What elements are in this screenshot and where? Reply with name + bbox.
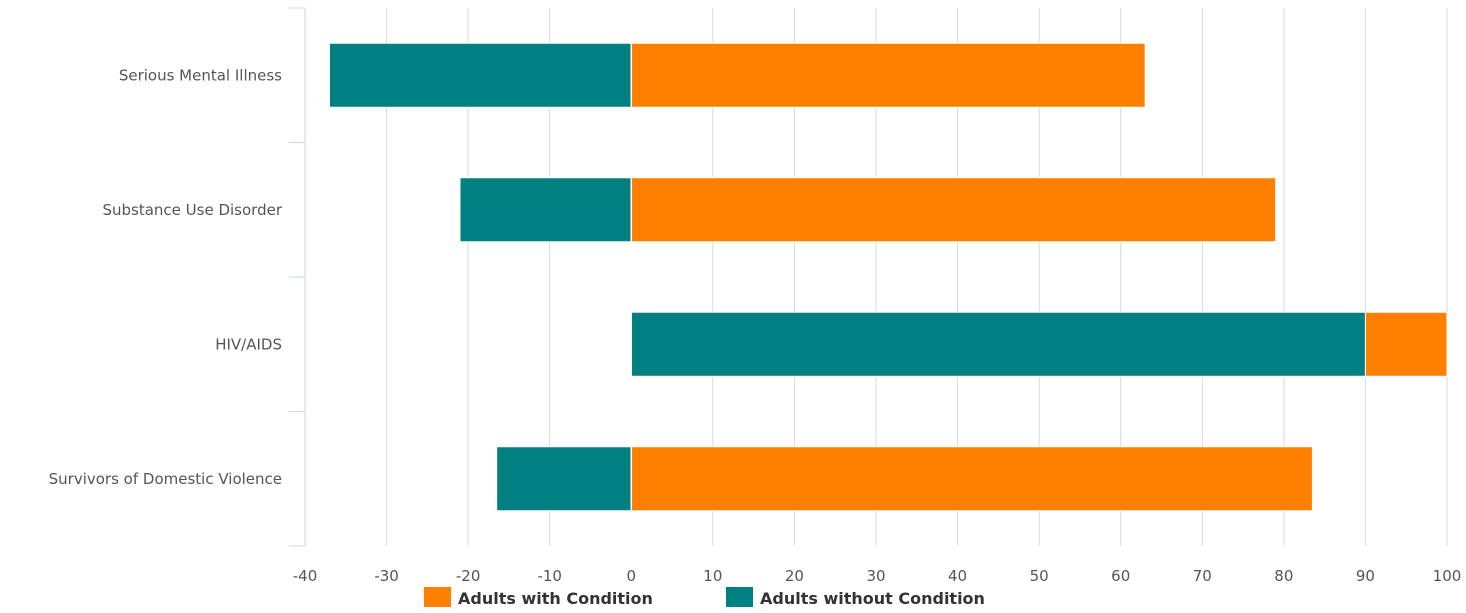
legend: Adults with Condition Adults without Cond… bbox=[424, 587, 985, 608]
legend-item[interactable]: Adults without Condition bbox=[726, 587, 985, 608]
x-tick-label: -10 bbox=[537, 567, 562, 585]
x-tick-label: 80 bbox=[1274, 567, 1293, 585]
category-label: HIV/AIDS bbox=[215, 335, 282, 353]
category-label: Substance Use Disorder bbox=[102, 201, 282, 219]
category-label: Serious Mental Illness bbox=[119, 66, 282, 84]
bar-adults-with-condition-1 bbox=[630, 177, 1277, 243]
bar-adults-without-condition-1 bbox=[459, 177, 632, 243]
legend-item[interactable]: Adults with Condition bbox=[424, 587, 653, 608]
x-tick-label: 10 bbox=[703, 567, 722, 585]
legend-label: Adults with Condition bbox=[458, 589, 653, 608]
x-axis-tick-labels: -40 -30 -20 -10 0 10 20 30 40 50 60 70 80 90 100 bbox=[293, 567, 1462, 585]
x-tick-label: -30 bbox=[374, 567, 399, 585]
x-tick-label: -40 bbox=[293, 567, 318, 585]
y-axis-category-labels: Serious Mental Illness Substance Use Diso… bbox=[49, 66, 283, 488]
x-tick-label: -20 bbox=[456, 567, 481, 585]
x-tick-label: 50 bbox=[1030, 567, 1049, 585]
x-tick-label: 70 bbox=[1193, 567, 1212, 585]
legend-label: Adults without Condition bbox=[760, 589, 985, 608]
legend-swatch bbox=[726, 587, 753, 607]
bar-adults-without-condition-2 bbox=[630, 311, 1366, 377]
x-tick-label: 30 bbox=[866, 567, 885, 585]
x-tick-label: 100 bbox=[1433, 567, 1462, 585]
bar-adults-with-condition-3 bbox=[630, 446, 1313, 512]
bar-adults-with-condition-2 bbox=[1364, 311, 1448, 377]
bar-adults-with-condition-0 bbox=[630, 42, 1146, 108]
bars bbox=[328, 42, 1448, 512]
y-axis bbox=[289, 7, 306, 547]
bar-adults-without-condition-0 bbox=[328, 42, 632, 108]
bar-adults-without-condition-3 bbox=[496, 446, 632, 512]
legend-swatch bbox=[424, 587, 451, 607]
x-tick-label: 20 bbox=[785, 567, 804, 585]
category-label: Survivors of Domestic Violence bbox=[49, 470, 282, 488]
x-tick-label: 90 bbox=[1356, 567, 1375, 585]
x-tick-label: 0 bbox=[627, 567, 637, 585]
x-tick-label: 60 bbox=[1111, 567, 1130, 585]
x-tick-label: 40 bbox=[948, 567, 967, 585]
